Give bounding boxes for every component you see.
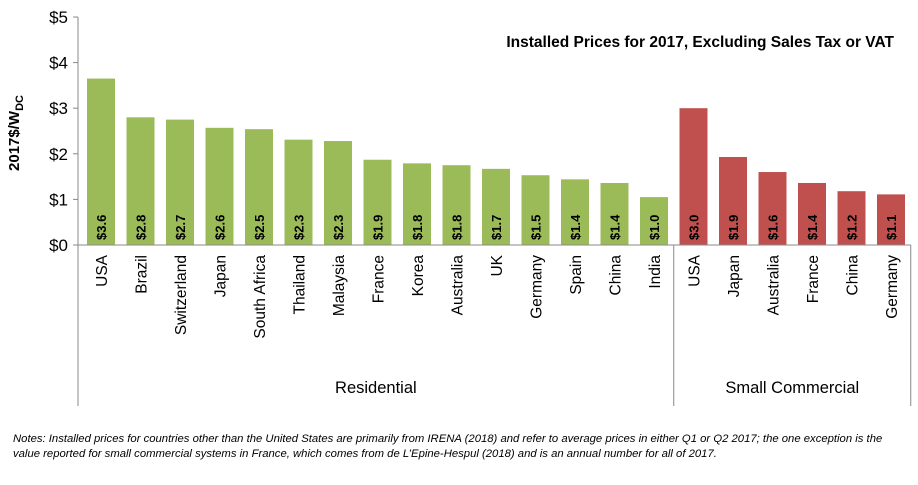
bar [837,191,866,245]
category-label: Thailand [292,255,309,314]
bar [166,119,194,245]
bar-value-label: $1.7 [489,215,504,240]
bar [442,165,471,245]
bars-layer: $3.6 $2.8 $2.7 $2.6 $2.5 $2.3 $2.3 $1.9 $1.8 $1.8… [87,78,905,245]
category-label: USA [94,254,111,287]
category-label: China [608,255,625,296]
bar-value-label: $3.0 [687,215,702,240]
bar-value-label: $1.6 [766,215,781,240]
bar-value-label: $1.8 [450,215,465,240]
category-label: Brazil [134,255,151,294]
bar [126,117,155,245]
bar-value-label: $1.0 [647,215,662,240]
group-label: Small Commercial [725,379,859,397]
category-label: Japan [726,255,743,297]
bar-value-label: $1.1 [884,215,899,240]
group-label: Residential [335,379,417,397]
category-label: UK [489,254,506,276]
bar-value-label: $2.3 [292,215,307,240]
bar-value-label: $1.4 [568,214,583,240]
notes-text: Notes: Installed prices for countries ot… [13,433,883,460]
bar [87,78,115,245]
bar-value-label: $2.6 [213,215,228,240]
category-label: Australia [766,255,783,316]
category-label: Switzerland [173,255,190,335]
category-label: France [371,255,388,303]
bar-value-label: $1.9 [726,215,741,240]
category-label: Germany [529,255,546,319]
category-label: Korea [410,255,427,297]
axes-layer [77,17,912,406]
bar-value-label: $2.5 [252,215,267,240]
bar-value-label: $2.3 [331,215,346,240]
bar-value-label: $1.4 [805,214,820,240]
bar [600,182,629,245]
y-tick-label: $0 [49,236,68,255]
bar-value-label: $1.9 [371,215,386,240]
y-axis-label: 2017$/WDC [6,95,26,171]
category-label: Australia [450,255,467,316]
bar [363,159,392,245]
y-axis-label-sub: DC [14,95,26,111]
category-label: Japan [213,255,230,297]
y-tick-label: $1 [49,190,68,209]
category-label: USA [687,254,704,287]
y-tick-label: $5 [49,8,68,27]
y-tick-label: $4 [49,54,68,73]
y-ticks-layer: $0 $1 $2 $3 $4 $5 [49,8,78,255]
category-label: South Africa [252,255,269,339]
bar-value-label: $1.8 [410,215,425,240]
bar [679,108,708,245]
bar [561,179,589,245]
bar-value-label: $1.4 [608,214,623,240]
y-tick-label: $2 [49,145,68,164]
bar [521,175,550,245]
bar [324,141,352,245]
bar-value-label: $1.5 [529,215,544,240]
category-label: Germany [884,255,901,319]
bar [758,172,787,245]
bar [877,194,905,245]
bar-value-label: $3.6 [94,215,109,240]
bar [205,127,234,245]
bar [245,129,273,245]
category-label: India [647,255,664,289]
category-label: Spain [568,255,585,295]
bar [284,139,313,245]
bar [482,168,510,245]
bar [798,182,826,245]
bar-value-label: $2.7 [173,215,188,240]
y-tick-label: $3 [49,99,68,118]
price-bar-chart: $3.6 $2.8 $2.7 $2.6 $2.5 $2.3 $2.3 $1.9 $1.8 $1.8… [6,8,912,406]
bar [640,197,668,245]
category-labels-layer: USA Brazil Switzerland Japan South Africa Tha… [94,254,901,338]
category-label: Malaysia [331,255,348,317]
category-label: France [805,255,822,303]
bar [403,163,431,245]
bar-value-label: $1.2 [845,215,860,240]
y-axis-label-main: 2017$/W [6,110,23,171]
category-label: China [845,255,862,296]
chart-title: Installed Prices for 2017, Excluding Sal… [506,34,894,51]
bar [719,156,747,245]
bar-value-label: $2.8 [134,215,149,240]
group-labels-layer: Residential Small Commercial [335,379,859,397]
